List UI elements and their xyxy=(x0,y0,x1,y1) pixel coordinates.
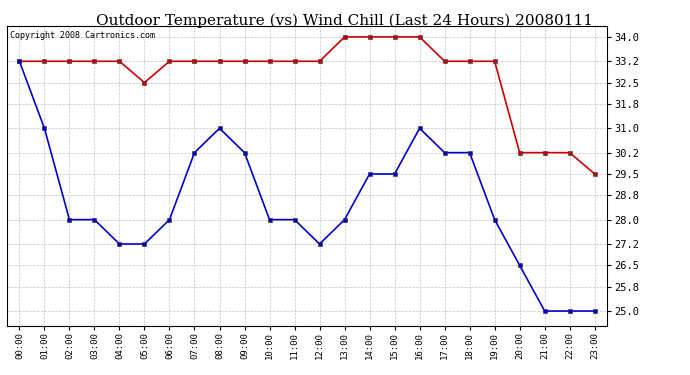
Text: Outdoor Temperature (vs) Wind Chill (Last 24 Hours) 20080111: Outdoor Temperature (vs) Wind Chill (Las… xyxy=(97,13,593,27)
Text: Copyright 2008 Cartronics.com: Copyright 2008 Cartronics.com xyxy=(10,31,155,40)
